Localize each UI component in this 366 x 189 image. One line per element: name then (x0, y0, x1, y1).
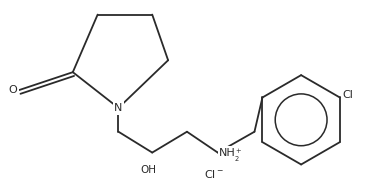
Text: Cl$^-$: Cl$^-$ (204, 168, 224, 180)
Text: OH: OH (140, 166, 156, 175)
Text: Cl: Cl (343, 91, 354, 101)
Text: NH: NH (219, 148, 235, 158)
Text: O: O (8, 85, 17, 95)
Text: N: N (114, 103, 123, 113)
Text: $\mathregular{_2^+}$: $\mathregular{_2^+}$ (234, 147, 242, 164)
